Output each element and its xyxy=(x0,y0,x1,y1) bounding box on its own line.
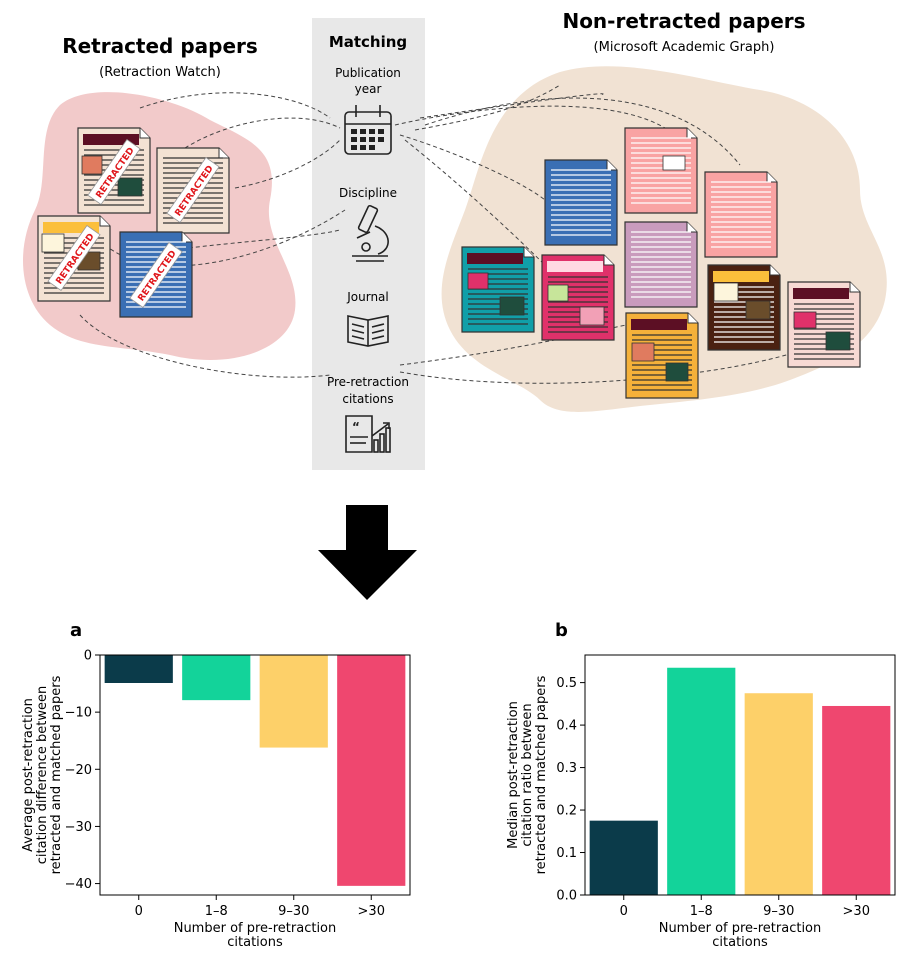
bar xyxy=(104,655,173,683)
y-tick-label: 0 xyxy=(84,649,92,664)
x-tick-label: 0 xyxy=(620,904,628,919)
y-axis-label: citation ratio between xyxy=(520,703,535,846)
matching-item-discipline: Discipline xyxy=(339,186,397,200)
y-axis-label: retracted and matched papers xyxy=(534,675,549,874)
bar xyxy=(337,655,406,886)
y-tick-label: −30 xyxy=(65,820,92,835)
x-axis-label: citations xyxy=(227,935,283,950)
down-arrow-icon xyxy=(318,505,417,600)
svg-text:“: “ xyxy=(352,420,360,434)
y-tick-label: 0.3 xyxy=(556,761,577,776)
paper-icon xyxy=(461,246,535,333)
matching-item-citations-line2: citations xyxy=(342,392,393,406)
bar xyxy=(259,655,328,748)
bar xyxy=(667,667,736,895)
paper-icon xyxy=(625,312,699,399)
x-tick-label: 0 xyxy=(135,904,143,919)
y-axis-label: retracted and matched papers xyxy=(49,675,64,874)
retracted-subtitle: (Retraction Watch) xyxy=(99,65,221,80)
y-axis-label: Average post-retraction xyxy=(21,698,36,852)
calendar-icon xyxy=(344,105,392,155)
x-axis-label: citations xyxy=(712,935,768,950)
x-axis-label: Number of pre-retraction xyxy=(174,921,337,936)
panel-label: b xyxy=(555,620,568,641)
chart-b: b 0 1–8 9–30 >30 0.0 0.1 0.2 0.3 0.4 0.5 Number of … xyxy=(506,620,896,950)
matching-item-journal: Journal xyxy=(346,290,389,304)
matching-item-year-line1: Publication xyxy=(335,66,401,80)
x-axis-label: Number of pre-retraction xyxy=(659,921,822,936)
y-tick-label: 0.1 xyxy=(556,846,577,861)
bar xyxy=(822,705,891,895)
matching-item-year-line2: year xyxy=(355,82,382,96)
plot-frame xyxy=(584,654,896,896)
plot-frame xyxy=(99,654,411,896)
microscope-icon xyxy=(352,204,389,262)
x-tick-label: >30 xyxy=(358,904,385,919)
panel-label: a xyxy=(70,620,82,641)
x-tick-label: 1–8 xyxy=(205,904,228,919)
paper-icon xyxy=(787,281,861,368)
matching-diagram: Retracted papers (Retraction Watch) Non-… xyxy=(22,9,887,600)
y-tick-label: 0.0 xyxy=(556,889,577,904)
y-axis-label: citation difference between xyxy=(35,686,50,864)
bar xyxy=(589,820,658,895)
non-retracted-papers xyxy=(461,127,861,399)
y-tick-label: −10 xyxy=(65,706,92,721)
paper-icon xyxy=(707,264,781,351)
paper-icon xyxy=(544,159,618,246)
citation-chart-icon: “ xyxy=(345,415,391,453)
y-tick-label: −20 xyxy=(65,763,92,778)
paper-icon xyxy=(624,221,698,308)
x-tick-label: >30 xyxy=(843,904,870,919)
x-tick-label: 1–8 xyxy=(690,904,713,919)
y-axis-label: Median post-retraction xyxy=(506,701,521,849)
y-tick-label: 0.2 xyxy=(556,804,577,819)
open-book-icon xyxy=(347,315,389,347)
paper-icon xyxy=(624,127,698,214)
paper-icon xyxy=(704,171,778,258)
y-tick-label: −40 xyxy=(65,877,92,892)
non-retracted-subtitle: (Microsoft Academic Graph) xyxy=(594,40,775,55)
non-retracted-title: Non-retracted papers xyxy=(562,9,805,33)
bar xyxy=(744,693,813,895)
y-tick-label: 0.5 xyxy=(556,676,577,691)
matching-title: Matching xyxy=(329,33,407,51)
bar xyxy=(182,655,251,701)
retracted-title: Retracted papers xyxy=(62,34,258,58)
paper-icon xyxy=(541,254,615,341)
x-tick-label: 9–30 xyxy=(278,904,309,919)
matching-item-citations-line1: Pre-retraction xyxy=(327,375,409,389)
y-tick-label: 0.4 xyxy=(556,719,577,734)
x-tick-label: 9–30 xyxy=(763,904,794,919)
